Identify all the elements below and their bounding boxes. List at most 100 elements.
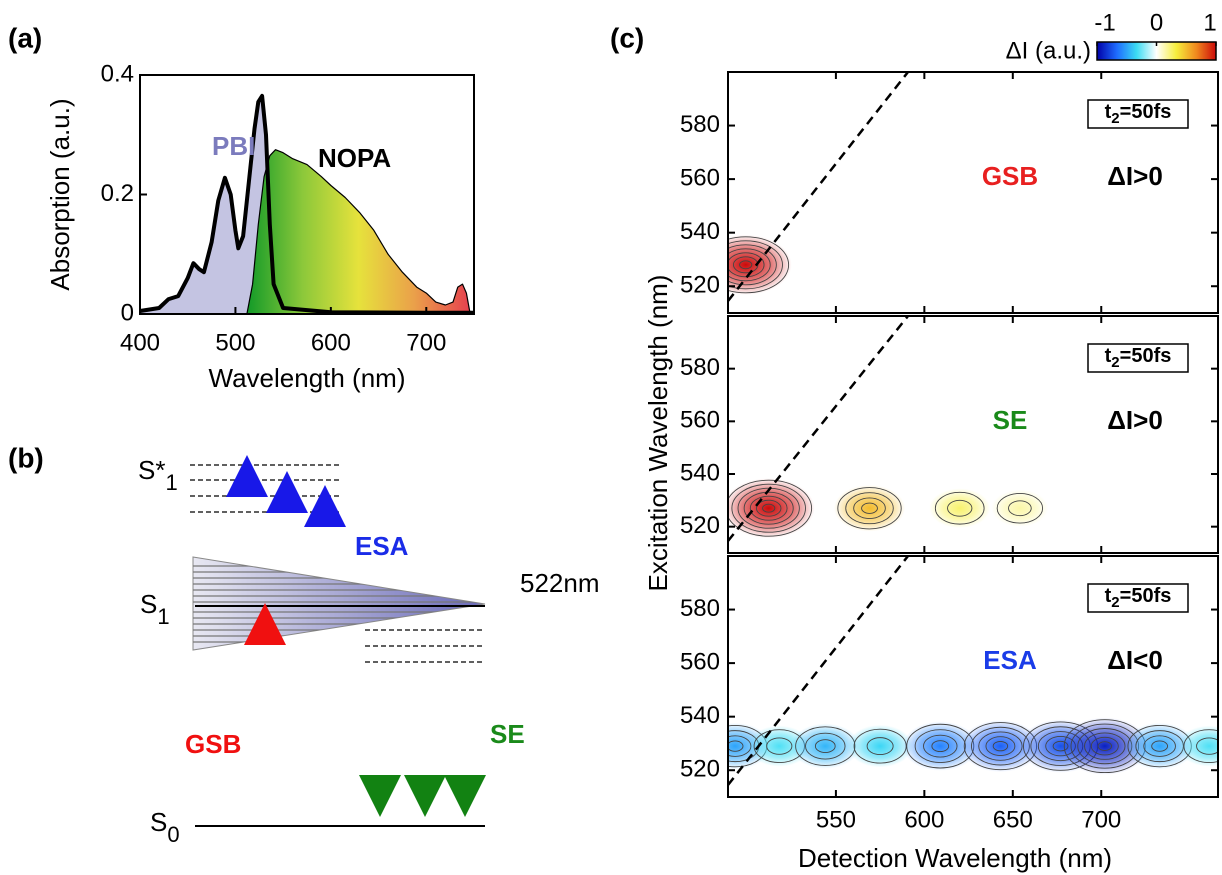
contour-line bbox=[749, 495, 788, 521]
contour-line bbox=[1097, 741, 1112, 751]
annotation: 522nm bbox=[520, 568, 600, 598]
contour-line bbox=[947, 499, 973, 517]
contour-line bbox=[1008, 500, 1032, 517]
line bbox=[246, 149, 471, 315]
level-symbol: S bbox=[140, 589, 157, 619]
inset-label: t2=50fs bbox=[1105, 345, 1172, 371]
plot-frame bbox=[727, 555, 1219, 798]
inset-text: =50fs bbox=[1120, 585, 1172, 607]
line bbox=[139, 93, 474, 315]
peak bbox=[790, 723, 860, 769]
colorbar-tick-label: 1 bbox=[1203, 9, 1216, 36]
contour-field bbox=[728, 556, 1218, 786]
inset-box bbox=[1087, 99, 1189, 129]
y-tick-label: 580 bbox=[680, 111, 720, 138]
diagonal bbox=[728, 556, 909, 786]
peak bbox=[728, 478, 815, 539]
contour-line bbox=[1183, 729, 1218, 764]
inset-text: =50fs bbox=[1120, 345, 1172, 367]
process-label: SE bbox=[490, 719, 525, 749]
peak bbox=[960, 720, 1041, 773]
contour-line bbox=[1196, 737, 1218, 755]
y-tick-label: 520 bbox=[680, 756, 720, 783]
series-label: NOPA bbox=[318, 143, 391, 173]
level-label: S*1 bbox=[138, 455, 178, 495]
panel-label: (c) bbox=[610, 22, 644, 53]
inset-box bbox=[1087, 343, 1189, 373]
contour-line bbox=[1151, 740, 1168, 752]
inset-text: t bbox=[1105, 345, 1112, 367]
level-label: S0 bbox=[150, 807, 180, 847]
peak bbox=[902, 721, 978, 771]
x-axis-label: Detection Wavelength (nm) bbox=[798, 843, 1112, 873]
y-tick-label: 0.4 bbox=[101, 60, 134, 87]
process-label: GSB bbox=[982, 161, 1038, 191]
contour-line bbox=[923, 734, 958, 758]
contour-line bbox=[931, 740, 950, 753]
esa-arrows bbox=[226, 455, 346, 604]
area bbox=[246, 149, 471, 314]
contour-line bbox=[728, 248, 771, 282]
contour-line bbox=[739, 260, 753, 270]
level-subscript: 0 bbox=[167, 822, 179, 847]
x-tick-label: 600 bbox=[311, 329, 351, 356]
diagonal bbox=[728, 316, 909, 542]
condition-label: ΔI>0 bbox=[1107, 161, 1163, 191]
colorbar-tick-label: -1 bbox=[1094, 9, 1115, 36]
peak bbox=[1177, 725, 1218, 767]
inset-text: t bbox=[1105, 585, 1112, 607]
contour-field bbox=[728, 316, 1049, 542]
y-tick-label: 520 bbox=[680, 512, 720, 539]
peak bbox=[929, 488, 991, 529]
se-arrows bbox=[359, 640, 486, 817]
y-tick-label: 560 bbox=[680, 164, 720, 191]
y-axis-label: Absorption (a.u.) bbox=[45, 98, 75, 290]
contour-line bbox=[731, 483, 806, 533]
inset-label: t2=50fs bbox=[1105, 101, 1172, 127]
contour-line bbox=[728, 252, 765, 278]
level-symbol: S bbox=[150, 807, 167, 837]
process-label: ESA bbox=[355, 531, 409, 561]
contour-line bbox=[992, 740, 1009, 752]
contour-line bbox=[728, 740, 744, 752]
x-tick-label: 700 bbox=[406, 329, 446, 356]
inset-subscript: 2 bbox=[1111, 594, 1119, 611]
peak bbox=[847, 724, 913, 768]
peak bbox=[1060, 717, 1149, 775]
y-tick-label: 520 bbox=[680, 272, 720, 299]
panel-label: (a) bbox=[8, 22, 42, 53]
contour-line bbox=[762, 503, 776, 513]
colorbar-tick-label: 0 bbox=[1150, 9, 1163, 36]
contour-line bbox=[743, 491, 794, 525]
y-tick-label: 560 bbox=[680, 407, 720, 434]
area bbox=[140, 95, 474, 315]
contour-panel: 520 540 560 580 t2=50fs SE ΔI>0 Excitation Wave… bbox=[643, 275, 1219, 591]
contour-line bbox=[934, 491, 985, 525]
plot-frame bbox=[727, 71, 1219, 314]
y-tick-label: 580 bbox=[680, 595, 720, 622]
contour-line bbox=[755, 499, 782, 517]
s-star-levels bbox=[190, 464, 340, 513]
energy-diagram: (b) S*1 S1 522nm S0 ESA GSB bbox=[8, 442, 600, 846]
peak bbox=[991, 489, 1049, 527]
contour-line bbox=[837, 487, 902, 530]
level-subscript: 1 bbox=[165, 470, 177, 495]
contour-line bbox=[728, 479, 813, 537]
y-tick-label: 540 bbox=[680, 702, 720, 729]
contour-panel: 520 540 560 580 t2=50fs GSB ΔI>0 (c) -1 0 1 ΔI (a.u… bbox=[610, 9, 1219, 314]
inset-subscript: 2 bbox=[1111, 110, 1119, 127]
x-tick-label: 400 bbox=[120, 329, 160, 356]
condition-label: ΔI>0 bbox=[1107, 405, 1163, 435]
x-tick-label: 550 bbox=[816, 806, 856, 833]
series-label: PBI bbox=[212, 131, 255, 161]
y-tick-label: 0 bbox=[121, 299, 134, 326]
inset-text: t bbox=[1105, 101, 1112, 123]
peak bbox=[728, 234, 792, 295]
absorption-chart: (a) PBI NOPA 400 500 600 700 0 0.2 0.4 Wavelength … bbox=[8, 22, 475, 393]
x-tick-label: 700 bbox=[1081, 806, 1121, 833]
contour-panel: 520 540 560 580 550 600 650 700 t2=50fs ESA ΔI<0 De… bbox=[680, 555, 1219, 873]
inset-text: =50fs bbox=[1120, 101, 1172, 123]
contour-line bbox=[996, 492, 1044, 524]
contour-line bbox=[814, 739, 836, 754]
